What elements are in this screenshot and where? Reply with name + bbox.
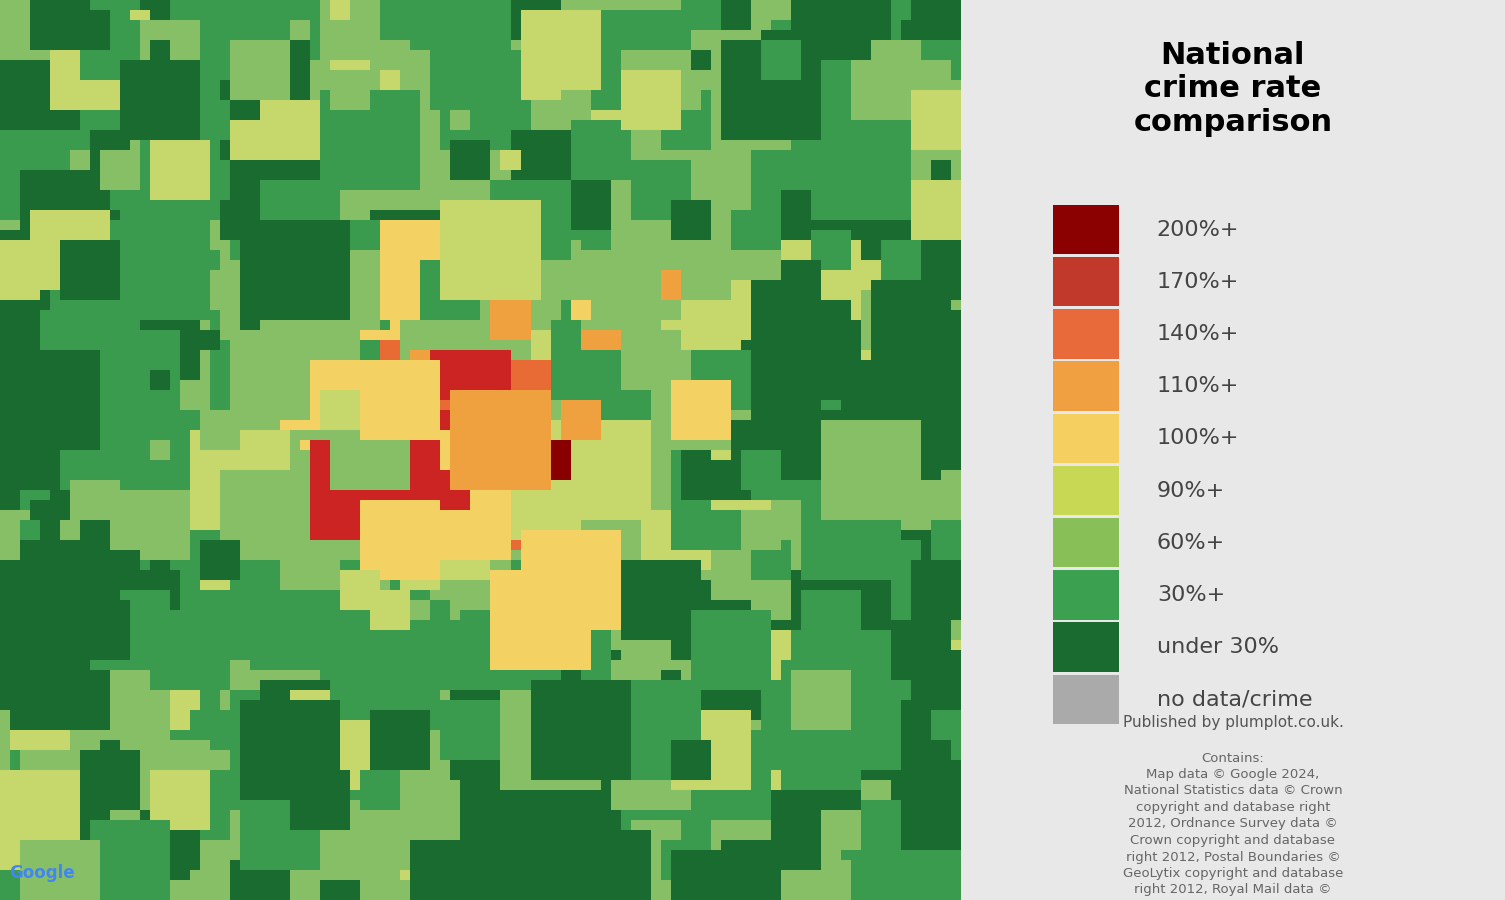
Text: 170%+: 170%+ <box>1157 272 1239 292</box>
Bar <box>1054 310 1118 358</box>
Text: under 30%: under 30% <box>1157 637 1279 657</box>
Text: Contains:
Map data © Google 2024,
National Statistics data © Crown
copyright and: Contains: Map data © Google 2024, Nation… <box>1118 752 1348 900</box>
Text: 100%+: 100%+ <box>1157 428 1239 448</box>
Bar <box>1054 466 1118 515</box>
Text: National
crime rate
comparison: National crime rate comparison <box>1133 40 1332 137</box>
Bar <box>1054 414 1118 463</box>
Bar <box>1054 623 1118 671</box>
Text: no data/crime: no data/crime <box>1157 689 1312 709</box>
Bar <box>1054 518 1118 568</box>
Text: 140%+: 140%+ <box>1157 324 1239 344</box>
Bar <box>1054 571 1118 620</box>
Text: Google: Google <box>9 864 75 882</box>
Bar <box>1054 257 1118 306</box>
Text: 60%+: 60%+ <box>1157 533 1225 553</box>
Bar <box>1054 362 1118 410</box>
Text: 200%+: 200%+ <box>1157 220 1239 239</box>
Bar <box>1054 205 1118 254</box>
Text: Published by plumplot.co.uk.: Published by plumplot.co.uk. <box>1123 716 1344 731</box>
Bar <box>1054 675 1118 724</box>
Text: 110%+: 110%+ <box>1157 376 1239 396</box>
Text: 90%+: 90%+ <box>1157 481 1225 500</box>
Text: 30%+: 30%+ <box>1157 585 1225 605</box>
